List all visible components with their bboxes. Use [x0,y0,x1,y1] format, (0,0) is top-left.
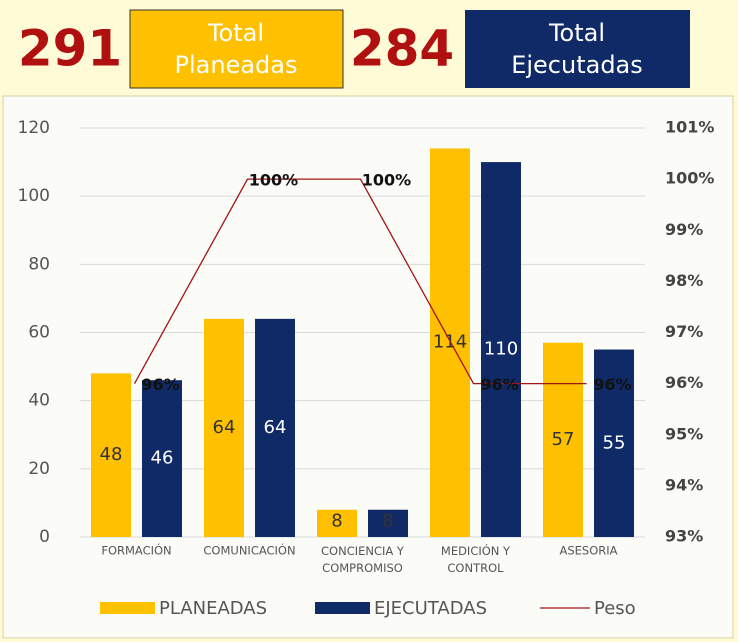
y2-tick-label: 97% [665,322,703,341]
bar-value-label: 57 [552,429,575,450]
bar-value-label: 48 [100,444,123,465]
bar [91,373,131,537]
legend-swatch [100,602,155,614]
line-value-label: 96% [141,375,179,394]
bar [430,148,470,537]
bar [204,318,244,537]
planned-total: 291 [18,20,122,78]
bar [594,349,634,537]
x-tick-label: FORMACIÓN [101,543,171,558]
y-tick-label: 100 [18,186,50,206]
y-tick-label: 60 [28,323,50,343]
x-tick-label: MEDICIÓN Y CONTROL [441,543,511,575]
bar-value-label: 110 [484,339,518,360]
x-tick-label: ASESORIA [559,544,617,558]
executed-total: 284 [350,20,454,78]
planned-label: Planeadas [175,51,298,79]
y2-tick-label: 93% [665,527,703,546]
y-tick-label: 20 [28,459,50,479]
planned-label: Total [207,19,264,47]
y2-tick-label: 101% [665,118,714,137]
bar-value-label: 55 [603,432,626,453]
executed-label: Total [548,19,605,47]
x-tick-label: CONCIENCIA Y COMPROMISO [321,544,405,575]
line-value-label: 100% [249,171,298,190]
bar-value-label: 64 [264,417,287,438]
line-value-label: 96% [480,375,518,394]
legend-label: Peso [594,598,636,619]
bar-value-label: 8 [382,510,393,531]
bar-value-label: 8 [331,510,342,531]
executed-box [465,10,690,88]
y2-tick-label: 95% [665,424,703,443]
y2-tick-label: 99% [665,220,703,239]
bar-value-label: 64 [213,417,236,438]
legend-label: PLANEADAS [159,598,267,619]
y-tick-label: 0 [39,527,50,547]
bar [255,318,295,537]
bar [368,509,408,537]
bar [481,162,521,538]
line-value-label: 96% [593,375,631,394]
y-tick-label: 80 [28,254,50,274]
bar-value-label: 46 [151,448,174,469]
executed-label: Ejecutadas [511,51,643,79]
legend-swatch [315,602,370,614]
y2-tick-label: 100% [665,169,714,188]
bar [543,342,583,537]
line-value-label: 100% [362,171,411,190]
y-tick-label: 40 [28,391,50,411]
bar [142,380,182,537]
y-tick-label: 120 [18,118,50,138]
planned-box [129,9,344,89]
line [133,178,587,385]
bar [317,509,357,537]
y2-tick-label: 98% [665,271,703,290]
y2-tick-label: 96% [665,373,703,392]
x-tick-label: COMUNICACIÓN [203,543,295,558]
legend-label: EJECUTADAS [374,598,487,619]
y2-tick-label: 94% [665,475,703,494]
